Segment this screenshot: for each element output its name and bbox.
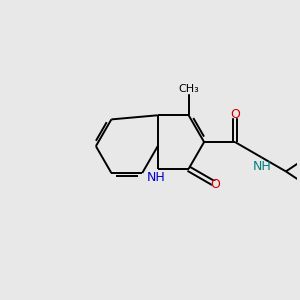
Bar [212,181,219,188]
Text: NH: NH [252,160,271,173]
Text: CH₃: CH₃ [178,84,199,94]
Bar [150,174,162,181]
Text: NH: NH [147,171,166,184]
Bar [181,85,196,92]
Bar [231,111,239,118]
Text: O: O [230,108,240,121]
Text: O: O [211,178,220,191]
Bar [256,163,268,170]
